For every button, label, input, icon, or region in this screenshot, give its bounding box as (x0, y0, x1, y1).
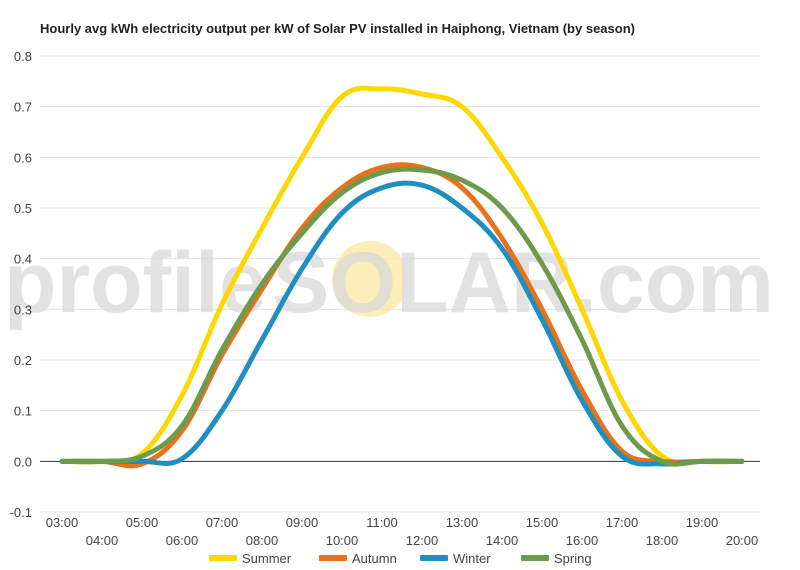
x-tick-label: 12:00 (406, 533, 439, 548)
x-tick-label: 11:00 (366, 515, 398, 530)
y-tick-label: 0.5 (14, 201, 32, 216)
y-tick-label: 0.0 (14, 454, 32, 469)
y-tick-label: 0.4 (14, 252, 32, 267)
y-tick-label: 0.7 (14, 100, 32, 115)
x-tick-label: 09:00 (286, 515, 319, 530)
legend-label: Autumn (352, 551, 397, 566)
x-tick-label: 07:00 (206, 515, 239, 530)
legend-label: Summer (242, 551, 292, 566)
legend-swatch (521, 555, 549, 561)
x-axis: 03:00 04:00 05:00 06:00 07:00 08:00 09:00 10:00… (46, 515, 759, 548)
legend-label: Spring (554, 551, 592, 566)
y-tick-label: 0.1 (14, 404, 32, 419)
y-tick-label: 0.2 (14, 353, 32, 368)
y-axis: -0.1 0.0 0.1 0.2 0.3 0.4 0.5 0.6 0.7 0.8 (10, 49, 32, 520)
watermark-sun-icon (332, 241, 408, 317)
x-tick-label: 08:00 (246, 533, 279, 548)
x-tick-label: 16:00 (566, 533, 599, 548)
watermark-text-left: profile (4, 235, 267, 331)
series-lines (59, 85, 745, 469)
x-tick-label: 18:00 (646, 533, 679, 548)
x-tick-label: 03:00 (46, 515, 79, 530)
x-tick-label: 14:00 (486, 533, 519, 548)
x-tick-label: 13:00 (446, 515, 479, 530)
legend-swatch (209, 555, 237, 561)
y-tick-label: 0.8 (14, 49, 32, 64)
x-tick-label: 10:00 (326, 533, 359, 548)
y-tick-label: 0.6 (14, 150, 32, 165)
series-line-summer (59, 85, 745, 466)
x-tick-label: 20:00 (726, 533, 759, 548)
y-tick-label: 0.3 (14, 302, 32, 317)
x-tick-label: 04:00 (86, 533, 119, 548)
x-tick-label: 15:00 (526, 515, 559, 530)
x-tick-label: 06:00 (166, 533, 199, 548)
chart-title: Hourly avg kWh electricity output per kW… (40, 21, 635, 36)
legend-label: Winter (453, 551, 491, 566)
x-tick-label: 17:00 (606, 515, 639, 530)
series-line-winter (59, 180, 745, 467)
watermark: profile SOLAR.com (4, 235, 774, 331)
series-line-autumn (59, 162, 745, 469)
x-tick-label: 05:00 (126, 515, 159, 530)
legend-swatch (420, 555, 448, 561)
legend: Summer Autumn Winter Spring (209, 551, 592, 566)
series-line-spring (59, 166, 745, 467)
x-tick-label: 19:00 (686, 515, 719, 530)
y-tick-label: -0.1 (10, 505, 32, 520)
legend-swatch (319, 555, 347, 561)
